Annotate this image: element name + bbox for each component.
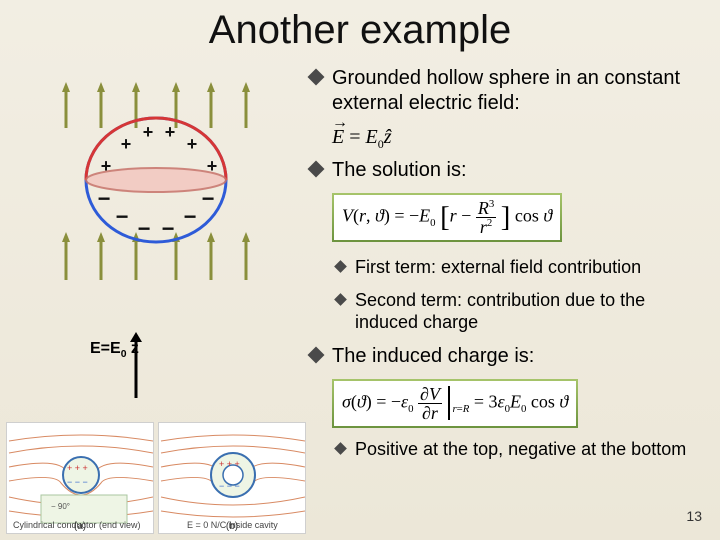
svg-text:−: −: [202, 186, 215, 211]
lower-b-label: (b): [226, 521, 238, 532]
sphere-diagram: ++++++−−−−−−: [16, 80, 296, 295]
lower-panel-b: + + + − − − E = 0 N/C inside cavity (b): [158, 422, 306, 534]
svg-text:−: −: [98, 186, 111, 211]
svg-text:− 90°: − 90°: [51, 502, 70, 511]
svg-text:− − −: − − −: [219, 481, 240, 491]
lower-panel-a: + + + − − − − 90° Cylindrical conductor …: [6, 422, 154, 534]
diamond-icon: [334, 442, 347, 455]
svg-text:+: +: [121, 134, 132, 154]
bullet-column: Grounded hollow sphere in an constant ex…: [310, 66, 704, 470]
bullet-5: Positive at the top, negative at the bot…: [310, 438, 704, 461]
efield-tail: z: [126, 340, 138, 357]
formula-efield: E = E0ẑ: [332, 126, 704, 152]
formula-sigma: σ(ϑ) = −ε0 ∂V∂r r=R = 3ε0E0 cos ϑ: [332, 379, 578, 428]
diamond-icon: [334, 260, 347, 273]
formula-potential: V(r, ϑ) = −E0 [r − R3r2 ] cos ϑ: [332, 193, 562, 242]
svg-text:−: −: [162, 216, 175, 241]
bullet-3a: First term: external field contribution: [310, 256, 704, 279]
diamond-icon: [334, 293, 347, 306]
efield-e: E=E: [90, 340, 121, 357]
diamond-icon: [308, 346, 325, 363]
bullet-3b: Second term: contribution due to the ind…: [310, 289, 704, 334]
svg-text:+ + +: + + +: [219, 459, 240, 469]
svg-text:+: +: [143, 122, 154, 142]
svg-text:+: +: [101, 156, 112, 176]
svg-text:−: −: [184, 204, 197, 229]
big-arrow: [16, 290, 296, 400]
lower-panel-b-svg: + + + − − −: [159, 423, 306, 534]
lower-a-label: (a): [74, 521, 86, 532]
bullet-2: The solution is:: [310, 158, 704, 183]
slide-title: Another example: [0, 8, 720, 53]
bullet-4-text: The induced charge is:: [332, 344, 534, 369]
svg-text:+: +: [207, 156, 218, 176]
bullet-1-text: Grounded hollow sphere in an constant ex…: [332, 66, 704, 116]
svg-text:+: +: [187, 134, 198, 154]
bullet-3b-text: Second term: contribution due to the ind…: [355, 289, 704, 334]
diamond-icon: [308, 161, 325, 178]
bullet-3a-text: First term: external field contribution: [355, 256, 641, 279]
slide-number: 13: [686, 508, 702, 524]
sphere-svg: ++++++−−−−−−: [16, 80, 296, 290]
svg-text:+ + +: + + +: [67, 463, 88, 473]
lower-panel-a-svg: + + + − − − − 90°: [7, 423, 154, 534]
bullet-2-text: The solution is:: [332, 158, 467, 183]
svg-text:−: −: [138, 216, 151, 241]
efield-label: E=E0 z: [90, 340, 139, 360]
diamond-icon: [308, 69, 325, 86]
svg-text:+: +: [165, 122, 176, 142]
svg-text:−: −: [116, 204, 129, 229]
lower-figure: + + + − − − − 90° Cylindrical conductor …: [6, 422, 306, 534]
bullet-4: The induced charge is:: [310, 344, 704, 369]
svg-text:− − −: − − −: [67, 477, 88, 487]
bullet-5-text: Positive at the top, negative at the bot…: [355, 438, 686, 461]
bullet-1: Grounded hollow sphere in an constant ex…: [310, 66, 704, 116]
